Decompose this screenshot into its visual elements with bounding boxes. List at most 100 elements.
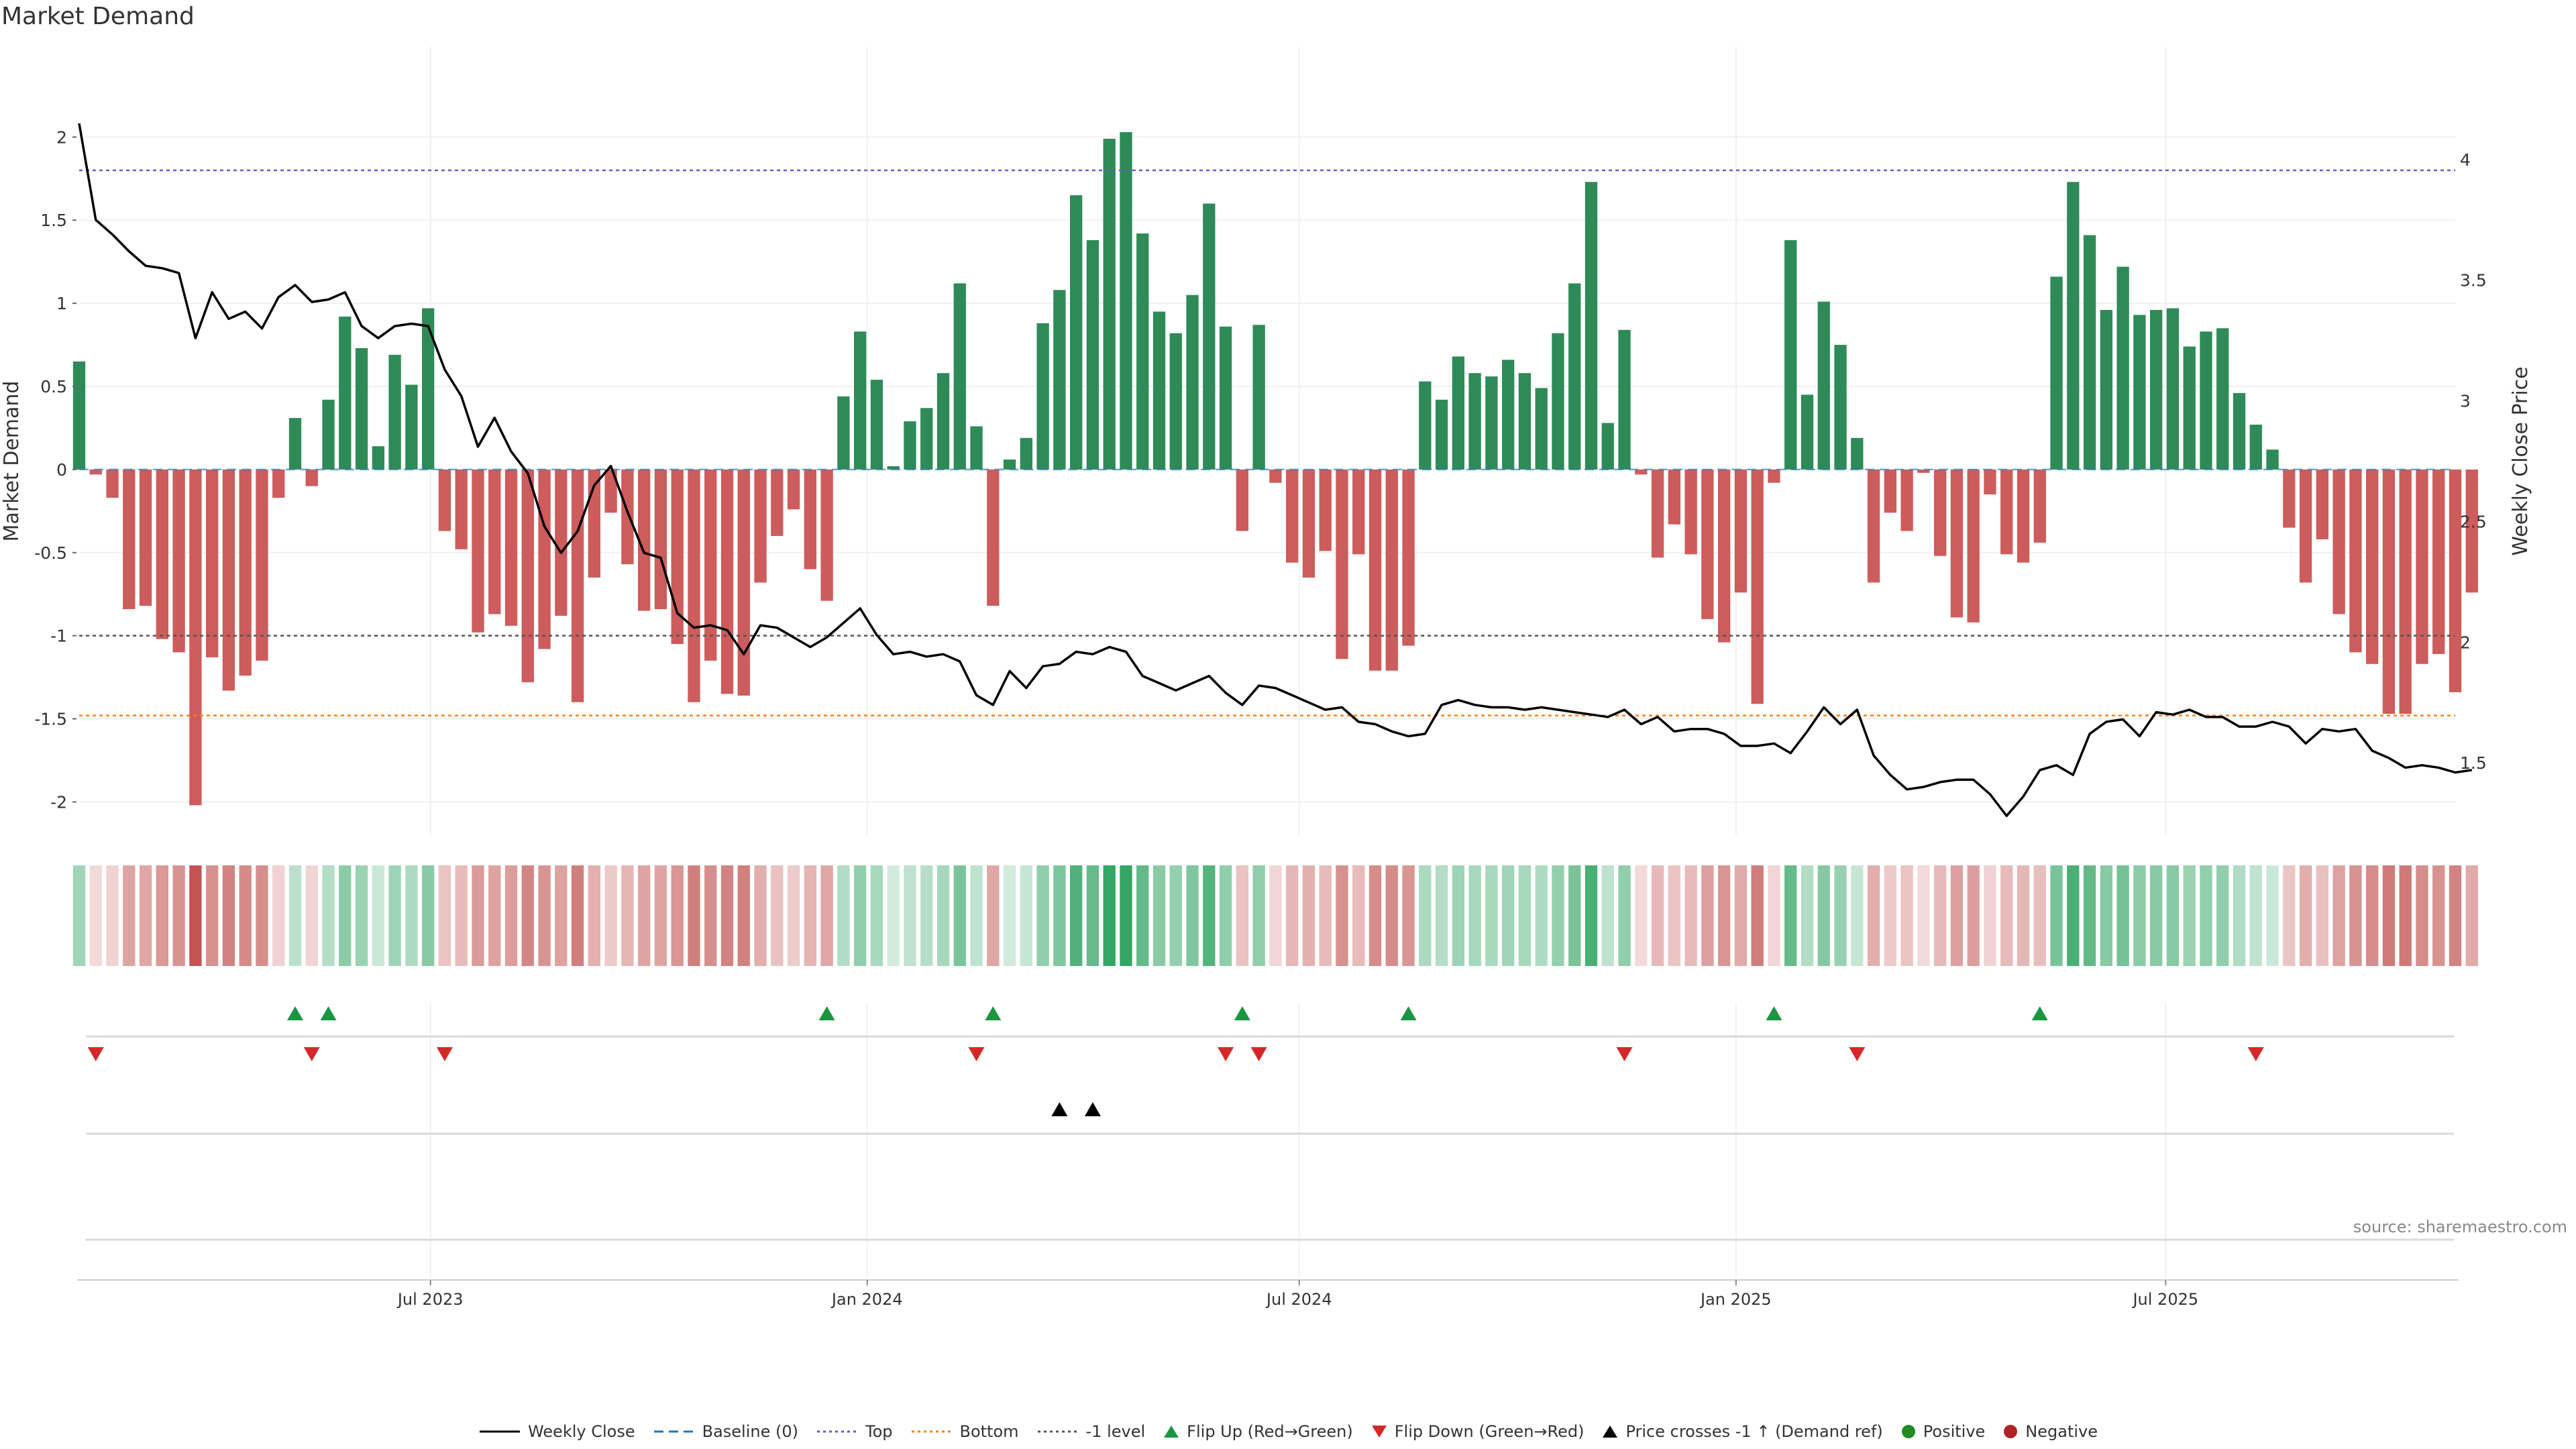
demand-bar — [1269, 469, 1282, 483]
demand-bar — [305, 469, 318, 486]
legend-item-minus1: -1 level — [1036, 1422, 1146, 1441]
heat-cell — [1169, 865, 1182, 966]
heat-cell — [1817, 865, 1830, 966]
right-tick-label: 3.5 — [2460, 271, 2487, 290]
heat-cell — [123, 865, 136, 966]
demand-bar — [2432, 469, 2445, 654]
heat-cell — [1103, 865, 1116, 966]
heat-cell — [654, 865, 667, 966]
heat-cell — [1651, 865, 1664, 966]
heat-cell — [1884, 865, 1897, 966]
demand-bar — [2183, 346, 2196, 470]
demand-bar — [1120, 131, 1132, 470]
heat-cell — [1219, 865, 1232, 966]
heat-cell — [305, 865, 318, 966]
heat-cell — [1668, 865, 1681, 966]
demand-bar — [156, 469, 169, 639]
heat-cell — [1801, 865, 1814, 966]
heat-cell — [1518, 865, 1532, 966]
weekly-close-line — [78, 123, 2473, 817]
heat-cell — [405, 865, 418, 966]
left-tick-label: -0.5 — [34, 543, 67, 563]
demand-bar — [1917, 469, 1930, 473]
demand-bar — [272, 469, 285, 498]
source-note: source: sharemaestro.com — [2353, 1218, 2567, 1236]
demand-bar — [2266, 449, 2279, 470]
heat-cell — [1402, 865, 1415, 966]
right-tick-label: 4 — [2460, 150, 2471, 170]
demand-bar — [222, 469, 235, 691]
legend-item-baseline: Baseline (0) — [653, 1422, 798, 1441]
demand-bar — [472, 469, 484, 633]
demand-bar — [2133, 315, 2146, 470]
demand-bars — [72, 131, 2478, 806]
demand-bar — [1402, 469, 1415, 646]
demand-bar — [2000, 469, 2013, 555]
heat-cell — [870, 865, 883, 966]
event-markers — [87, 1006, 2264, 1116]
demand-bar — [1020, 437, 1033, 470]
demand-bar — [2233, 392, 2246, 470]
heat-cell — [156, 865, 169, 966]
heat-cell — [1933, 865, 1947, 966]
flip-down-marker — [87, 1047, 104, 1061]
demand-bar — [1535, 388, 1548, 470]
legend-item-weekly_close: Weekly Close — [478, 1422, 635, 1441]
demand-bar — [1285, 469, 1299, 563]
heat-cell — [2050, 865, 2063, 966]
legend-label: -1 level — [1085, 1422, 1146, 1441]
legend-swatch-positive — [1901, 1425, 1915, 1438]
legend-label: Positive — [1923, 1422, 1986, 1441]
heat-cell — [1950, 865, 1964, 966]
heat-cell — [1385, 865, 1398, 966]
demand-bar — [1302, 469, 1316, 578]
heat-cell — [754, 865, 767, 966]
demand-bar — [1069, 195, 1083, 470]
heat-cell — [2183, 865, 2196, 966]
x-tick-label: Jan 2025 — [1699, 1290, 1772, 1309]
demand-bar — [1900, 469, 1913, 531]
chart-title: Market Demand — [1, 3, 195, 30]
demand-bar — [1851, 437, 1864, 470]
heat-cell — [1585, 865, 1598, 966]
heat-cell — [820, 865, 833, 966]
left-axis-label: Market Demand — [0, 381, 23, 542]
demand-bar — [72, 361, 86, 470]
reference-lines — [79, 169, 2455, 716]
heat-cell — [1020, 865, 1033, 966]
demand-bar — [1336, 469, 1348, 659]
demand-bar — [2332, 469, 2345, 614]
demand-bar — [1867, 469, 1880, 583]
demand-bar — [1435, 399, 1448, 470]
demand-bar — [1950, 469, 1964, 618]
demand-bar — [2299, 469, 2312, 583]
heat-cell — [953, 865, 966, 966]
demand-bar — [1585, 182, 1598, 470]
heat-cell — [1352, 865, 1365, 966]
left-tick-label: -2 — [50, 792, 67, 812]
heat-cell — [2133, 865, 2146, 966]
demand-bar — [1169, 333, 1182, 470]
right-tick-label: 2.5 — [2460, 512, 2487, 531]
demand-bar — [1368, 469, 1382, 671]
demand-bar — [2017, 469, 2030, 563]
heat-cell — [2000, 865, 2013, 966]
demand-bar — [1751, 469, 1764, 704]
demand-bar — [1933, 469, 1947, 556]
demand-bar — [1053, 290, 1066, 470]
heat-cell — [372, 865, 385, 966]
demand-bar — [621, 469, 634, 565]
heat-cell — [1684, 865, 1697, 966]
demand-bar — [2283, 469, 2296, 528]
flip-up-marker — [2031, 1006, 2048, 1020]
heat-cell — [2233, 865, 2246, 966]
demand-bar — [1152, 311, 1166, 470]
legend-label: Flip Up (Red→Green) — [1187, 1422, 1353, 1441]
flip-up-marker — [985, 1006, 1002, 1020]
demand-bar — [953, 283, 966, 470]
demand-bar — [504, 469, 518, 626]
demand-bar — [637, 469, 651, 611]
demand-bar — [421, 308, 435, 470]
heat-cell — [1319, 865, 1332, 966]
